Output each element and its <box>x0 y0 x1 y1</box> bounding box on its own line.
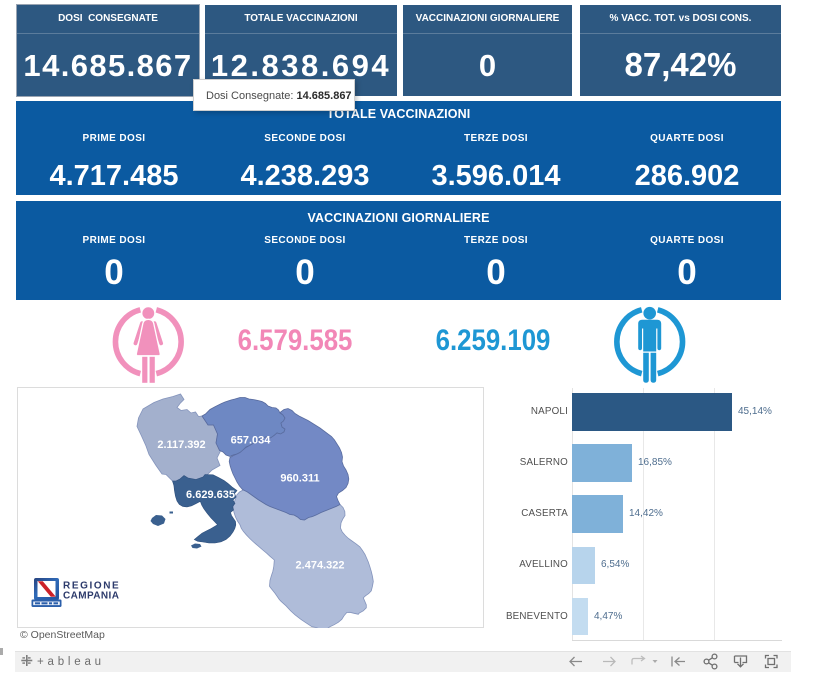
svg-text:CAMPANIA: CAMPANIA <box>63 591 119 602</box>
svg-text:657.034: 657.034 <box>231 435 272 447</box>
svg-text:960.311: 960.311 <box>280 473 319 485</box>
svg-text:REGIONE: REGIONE <box>63 580 120 591</box>
svg-text:6.629.635: 6.629.635 <box>186 489 235 501</box>
svg-text:+ableau: +ableau <box>37 656 105 668</box>
svg-text:2.474.322: 2.474.322 <box>296 560 345 572</box>
svg-text:2.117.392: 2.117.392 <box>157 439 205 451</box>
